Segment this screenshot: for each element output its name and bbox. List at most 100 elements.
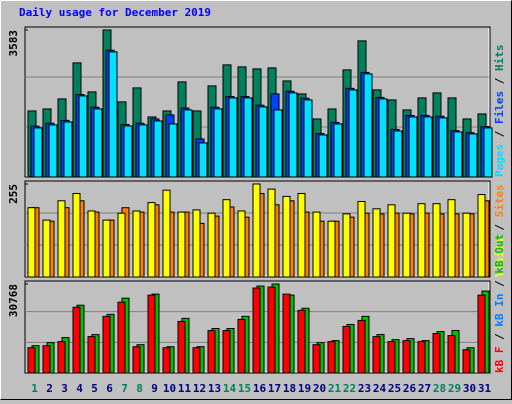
bar [312, 344, 321, 374]
bar [72, 192, 81, 278]
bar [387, 204, 396, 278]
bar [162, 347, 171, 374]
x-tick-label: 30 [463, 382, 476, 395]
bar [207, 212, 216, 278]
bar [138, 124, 148, 178]
x-tick-label: 14 [223, 382, 237, 395]
bar [387, 341, 396, 374]
x-tick-label: 27 [418, 382, 431, 395]
bar [27, 207, 36, 278]
bar [147, 294, 156, 374]
bar [63, 121, 73, 178]
x-tick-label: 1 [31, 382, 38, 395]
x-tick-label: 8 [136, 382, 143, 395]
bar [267, 188, 276, 278]
x-tick-label: 17 [268, 382, 281, 395]
bar [417, 203, 426, 278]
bar [102, 315, 111, 374]
x-tick-label: 10 [163, 382, 176, 395]
bar [222, 199, 231, 278]
bar [237, 318, 246, 374]
bar [93, 108, 103, 178]
bar [447, 335, 456, 374]
x-tick-label: 5 [91, 382, 98, 395]
x-tick-label: 25 [388, 382, 401, 395]
bar [237, 210, 246, 278]
x-tick-label: 22 [343, 382, 356, 395]
bar [192, 347, 201, 374]
bar [477, 294, 486, 374]
x-tick-label: 7 [121, 382, 128, 395]
bar [132, 210, 141, 278]
x-tick-label: 19 [298, 382, 311, 395]
bar [453, 131, 463, 178]
bar [372, 208, 381, 278]
bar [228, 97, 238, 178]
x-tick-label: 2 [46, 382, 53, 395]
bar [78, 95, 88, 178]
y-tick-label: 255 [7, 184, 20, 204]
legend-entry: Sites [493, 184, 506, 217]
x-tick-label: 16 [253, 382, 267, 395]
x-tick-label: 11 [178, 382, 192, 395]
legend-separator: / [493, 124, 506, 144]
bar [42, 345, 51, 374]
bar [348, 89, 358, 178]
bar [33, 127, 43, 178]
legend-entry: kB Out [493, 234, 506, 274]
bar [153, 120, 163, 178]
bar [342, 213, 351, 278]
bar [177, 320, 186, 374]
legend-separator: / [493, 71, 506, 91]
bar [312, 211, 321, 278]
bar [117, 212, 126, 278]
x-tick-label: 9 [151, 382, 158, 395]
bar [342, 325, 351, 374]
bar [183, 109, 193, 178]
x-tick-label: 15 [238, 382, 251, 395]
y-tick-label: 30768 [7, 284, 20, 317]
x-tick-label: 13 [208, 382, 221, 395]
bar [303, 99, 313, 178]
x-tick-label: 4 [76, 382, 83, 395]
bar [372, 336, 381, 374]
bar [132, 346, 141, 374]
bar [48, 124, 58, 178]
x-tick-label: 20 [313, 382, 326, 395]
legend-separator: / [493, 327, 506, 347]
chart-title: Daily usage for December 2019 [19, 6, 211, 19]
bar [213, 108, 223, 178]
bar [297, 309, 306, 374]
bar [402, 212, 411, 278]
bar [432, 333, 441, 374]
bar [477, 194, 486, 278]
bar [297, 192, 306, 278]
x-tick-label: 3 [61, 382, 68, 395]
bar [423, 116, 433, 178]
bar [417, 341, 426, 374]
bar [168, 123, 178, 178]
bar [273, 109, 283, 178]
legend-entry: kB In [493, 294, 506, 327]
bar [462, 349, 471, 374]
bar [42, 219, 51, 278]
legend-entry: Visits [493, 237, 506, 277]
bar [438, 117, 448, 178]
x-tick-label: 26 [403, 382, 417, 395]
x-tick-label: 12 [193, 382, 206, 395]
bar [282, 195, 291, 278]
bar [108, 51, 118, 178]
bar [57, 341, 66, 374]
bar [243, 97, 253, 178]
x-tick-label: 28 [433, 382, 446, 395]
legend: kB F / kB In / kB Out [493, 234, 506, 373]
x-tick-label: 29 [448, 382, 461, 395]
bar [222, 330, 231, 374]
bar [87, 210, 96, 278]
bar [87, 336, 96, 374]
legend-separator: / [493, 274, 506, 294]
bar [462, 212, 471, 278]
bar [447, 199, 456, 278]
bar [327, 220, 336, 278]
bar [333, 123, 343, 178]
